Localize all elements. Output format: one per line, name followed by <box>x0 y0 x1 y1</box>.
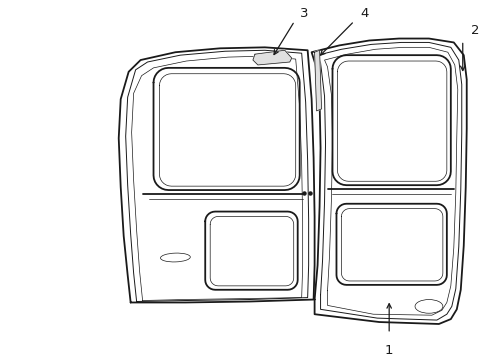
Polygon shape <box>252 50 291 65</box>
Text: 3: 3 <box>300 6 308 19</box>
Polygon shape <box>314 50 321 111</box>
Text: 1: 1 <box>384 343 393 356</box>
Text: 2: 2 <box>470 24 478 37</box>
Text: 4: 4 <box>359 6 368 19</box>
